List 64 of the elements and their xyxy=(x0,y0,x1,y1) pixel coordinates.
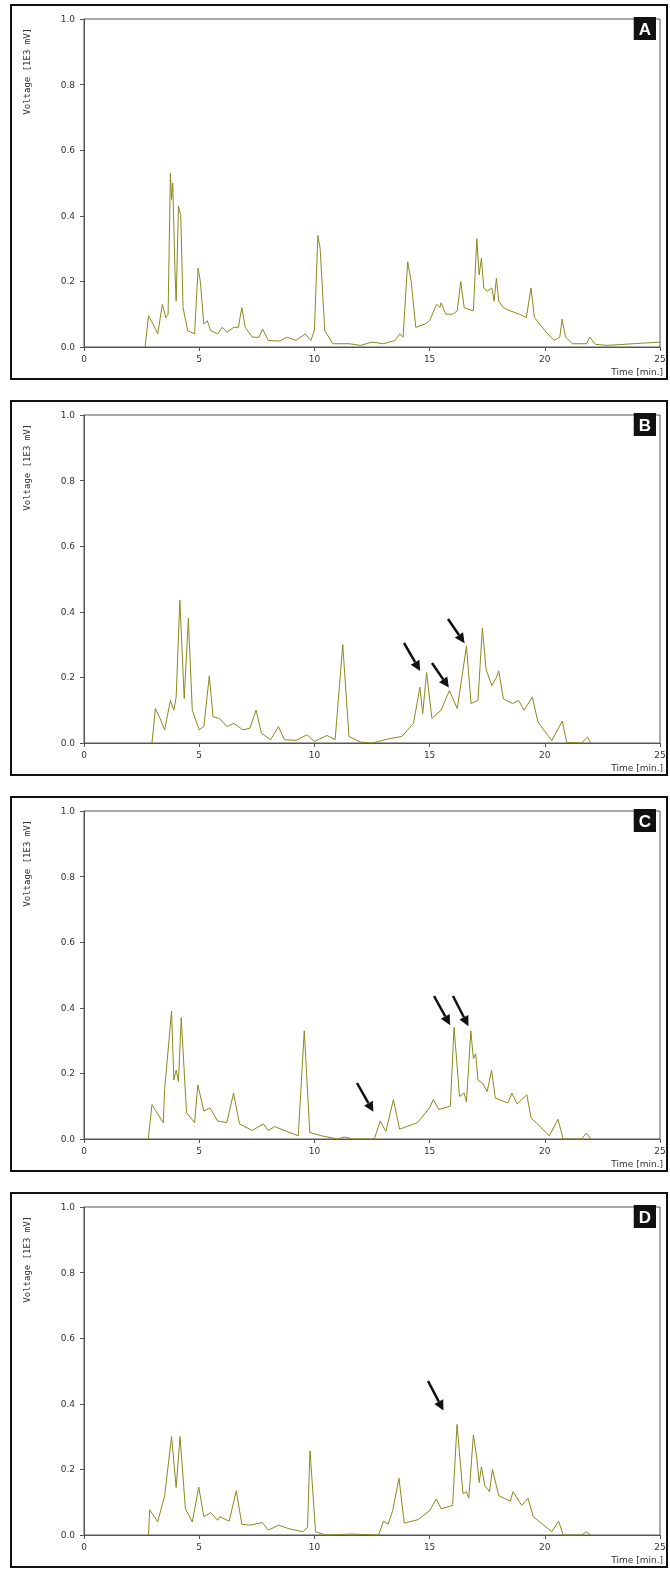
x-tick-label: 5 xyxy=(196,353,203,364)
x-tick-label: 5 xyxy=(196,1145,203,1156)
x-tick-label: 25 xyxy=(654,1145,666,1156)
y-tick-label: 1.0 xyxy=(60,14,76,24)
y-tick-label: 1.0 xyxy=(60,806,76,816)
x-tick-label: 0 xyxy=(81,1145,88,1156)
x-axis-title: Time [min.] xyxy=(610,1158,664,1169)
y-tick-label: 0.6 xyxy=(60,937,76,948)
x-tick-label: 20 xyxy=(539,1541,551,1552)
x-tick-label: 0 xyxy=(81,1541,88,1552)
y-tick-label: 0.0 xyxy=(60,342,76,352)
x-axis-title: Time [min.] xyxy=(610,366,664,377)
x-axis-title: Time [min.] xyxy=(610,762,664,773)
x-tick-label: 10 xyxy=(308,749,321,760)
y-tick-label: 0.6 xyxy=(60,541,76,552)
y-tick-label: 0.2 xyxy=(60,1068,75,1079)
x-tick-label: 0 xyxy=(81,749,88,760)
x-tick-label: 10 xyxy=(308,1145,321,1156)
y-tick-label: 0.0 xyxy=(60,738,76,748)
y-tick-label: 1.0 xyxy=(60,410,76,420)
y-tick-label: 0.8 xyxy=(60,871,76,882)
chart-title: C xyxy=(638,811,651,831)
x-tick-label: 10 xyxy=(308,353,321,364)
x-tick-label: 20 xyxy=(539,1145,551,1156)
x-axis-title: Time [min.] xyxy=(610,1554,664,1565)
x-tick-label: 5 xyxy=(196,749,203,760)
line-series xyxy=(151,599,592,744)
chart-title: B xyxy=(638,415,651,435)
y-tick-label: 0.8 xyxy=(60,1267,76,1278)
line-series xyxy=(147,1010,592,1140)
y-axis-title: Voltage [1E3 mV] xyxy=(21,28,32,115)
y-tick-label: 0.4 xyxy=(60,210,76,221)
y-tick-label: 0.4 xyxy=(60,1398,76,1409)
line-series xyxy=(144,172,661,348)
x-tick-label: 15 xyxy=(423,749,436,760)
x-tick-label: 20 xyxy=(539,353,551,364)
x-tick-label: 25 xyxy=(654,1541,666,1552)
x-tick-label: 25 xyxy=(654,353,666,364)
y-tick-label: 0.4 xyxy=(60,606,76,617)
y-tick-label: 1.0 xyxy=(60,1202,76,1212)
y-tick-label: 0.4 xyxy=(60,1002,76,1013)
y-axis-title: Voltage [1E3 mV] xyxy=(21,820,32,907)
y-axis-title: Voltage [1E3 mV] xyxy=(21,424,32,511)
y-tick-label: 0.2 xyxy=(60,1464,75,1475)
chart-title: A xyxy=(638,19,651,39)
x-tick-label: 0 xyxy=(81,353,88,364)
y-tick-label: 0.2 xyxy=(60,672,75,683)
y-tick-label: 0.6 xyxy=(60,145,76,156)
line-series xyxy=(148,1423,592,1536)
y-tick-label: 0.0 xyxy=(60,1530,76,1540)
y-tick-label: 0.6 xyxy=(60,1333,76,1344)
y-tick-label: 0.8 xyxy=(60,79,76,90)
x-tick-label: 15 xyxy=(423,1541,436,1552)
x-tick-label: 20 xyxy=(539,749,551,760)
y-tick-label: 0.2 xyxy=(60,276,75,287)
y-tick-label: 0.8 xyxy=(60,475,76,486)
chart-title: D xyxy=(638,1207,651,1227)
x-tick-label: 15 xyxy=(423,353,436,364)
x-tick-label: 10 xyxy=(308,1541,321,1552)
y-axis-title: Voltage [1E3 mV] xyxy=(21,1216,32,1303)
x-tick-label: 15 xyxy=(423,1145,436,1156)
x-tick-label: 25 xyxy=(654,749,666,760)
y-tick-label: 0.0 xyxy=(60,1134,76,1144)
x-tick-label: 5 xyxy=(196,1541,203,1552)
